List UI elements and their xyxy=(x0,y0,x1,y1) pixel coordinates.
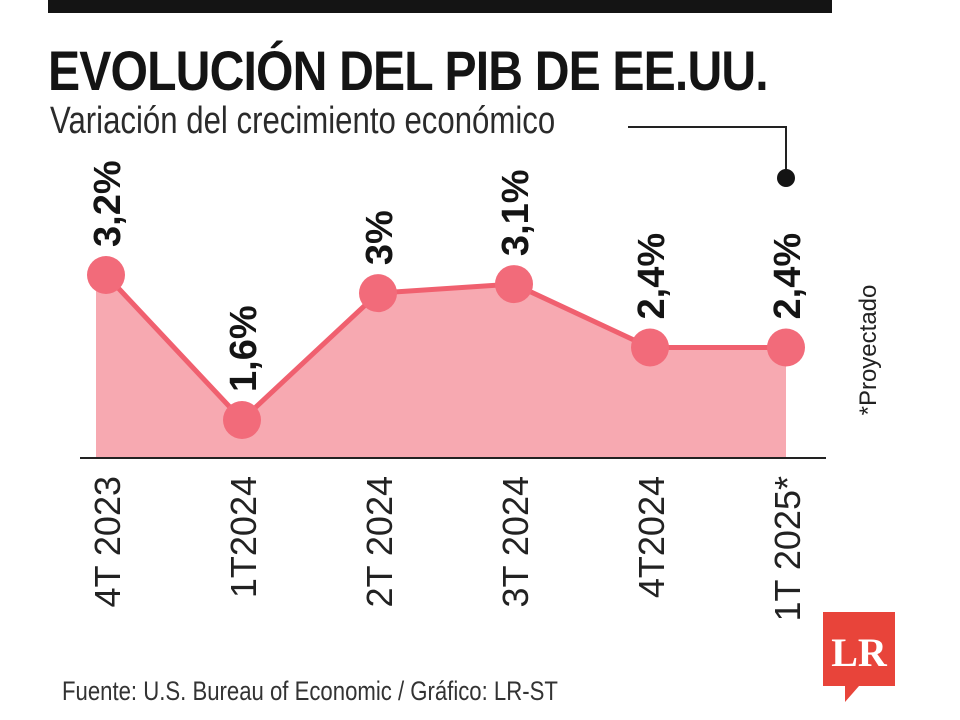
lr-logo: LR xyxy=(823,612,895,702)
top-bar xyxy=(48,0,832,13)
data-point-2 xyxy=(359,274,397,313)
x-tick-label-0: 4T 2023 xyxy=(87,476,128,607)
x-tick-label-3: 3T 2024 xyxy=(495,476,536,607)
data-point-5 xyxy=(767,328,805,367)
data-point-4 xyxy=(631,328,669,367)
chart-title: EVOLUCIÓN DEL PIB DE EE.UU. xyxy=(48,39,769,102)
projection-callout-dot xyxy=(777,169,795,187)
value-label-1: 1,6% xyxy=(223,305,265,392)
value-label-0: 3,2% xyxy=(87,160,129,247)
area-fill xyxy=(96,275,786,458)
chart-subtitle: Variación del crecimiento económico xyxy=(50,100,556,142)
value-label-3: 3,1% xyxy=(495,169,537,256)
x-tick-label-2: 2T 2024 xyxy=(359,476,400,607)
source-note: Fuente: U.S. Bureau of Economic / Gráfic… xyxy=(62,676,558,706)
series-line xyxy=(104,273,786,424)
value-label-5: 2,4% xyxy=(767,233,809,320)
x-tick-label-1: 1T2024 xyxy=(223,476,264,598)
logo-text: LR xyxy=(831,630,888,675)
data-point-1 xyxy=(223,401,261,439)
projection-callout-line xyxy=(628,126,787,178)
value-label-4: 2,4% xyxy=(631,233,673,320)
x-tick-label-5: 1T 2025* xyxy=(767,476,808,621)
x-tick-label-4: 4T2024 xyxy=(631,476,672,598)
data-point-3 xyxy=(495,265,533,304)
data-point-0 xyxy=(87,256,125,294)
projected-note: *Proyectado xyxy=(855,285,882,416)
value-label-2: 3% xyxy=(359,210,401,265)
